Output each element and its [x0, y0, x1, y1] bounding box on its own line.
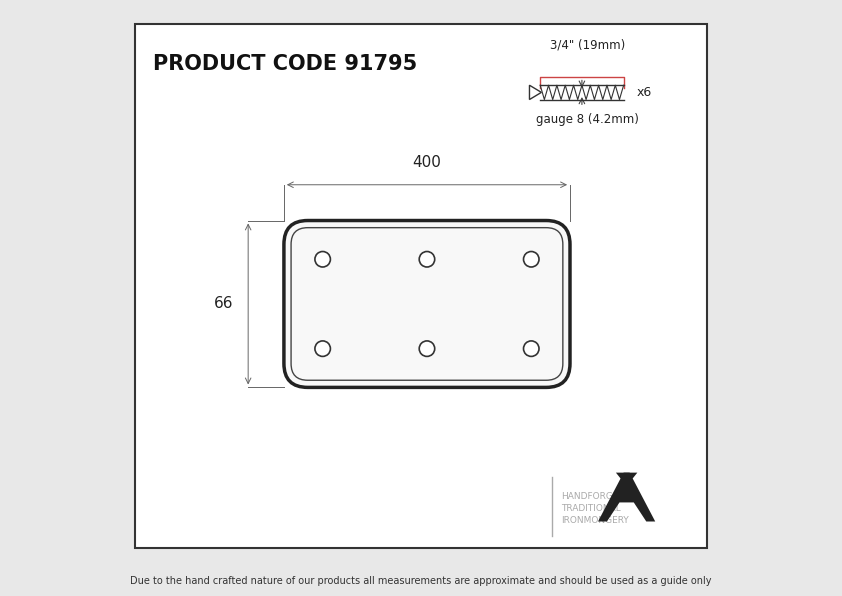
Text: HANDFORGED: HANDFORGED [561, 492, 626, 501]
Text: Due to the hand crafted nature of our products all measurements are approximate : Due to the hand crafted nature of our pr… [131, 576, 711, 586]
Text: 3/4" (19mm): 3/4" (19mm) [551, 39, 626, 52]
Circle shape [315, 252, 330, 267]
FancyBboxPatch shape [284, 221, 570, 387]
Circle shape [315, 341, 330, 356]
Circle shape [524, 252, 539, 267]
Circle shape [419, 252, 434, 267]
Polygon shape [598, 473, 655, 522]
Text: x6: x6 [637, 86, 652, 99]
Text: PRODUCT CODE 91795: PRODUCT CODE 91795 [152, 54, 417, 74]
Circle shape [419, 341, 434, 356]
Text: gauge 8 (4.2mm): gauge 8 (4.2mm) [536, 113, 639, 126]
Text: IRONMONGERY: IRONMONGERY [561, 516, 629, 524]
Circle shape [524, 341, 539, 356]
Text: TRADITIONAL: TRADITIONAL [561, 504, 621, 513]
Polygon shape [616, 473, 637, 479]
FancyBboxPatch shape [135, 24, 707, 548]
Text: 400: 400 [413, 155, 441, 170]
Text: 66: 66 [214, 296, 233, 312]
